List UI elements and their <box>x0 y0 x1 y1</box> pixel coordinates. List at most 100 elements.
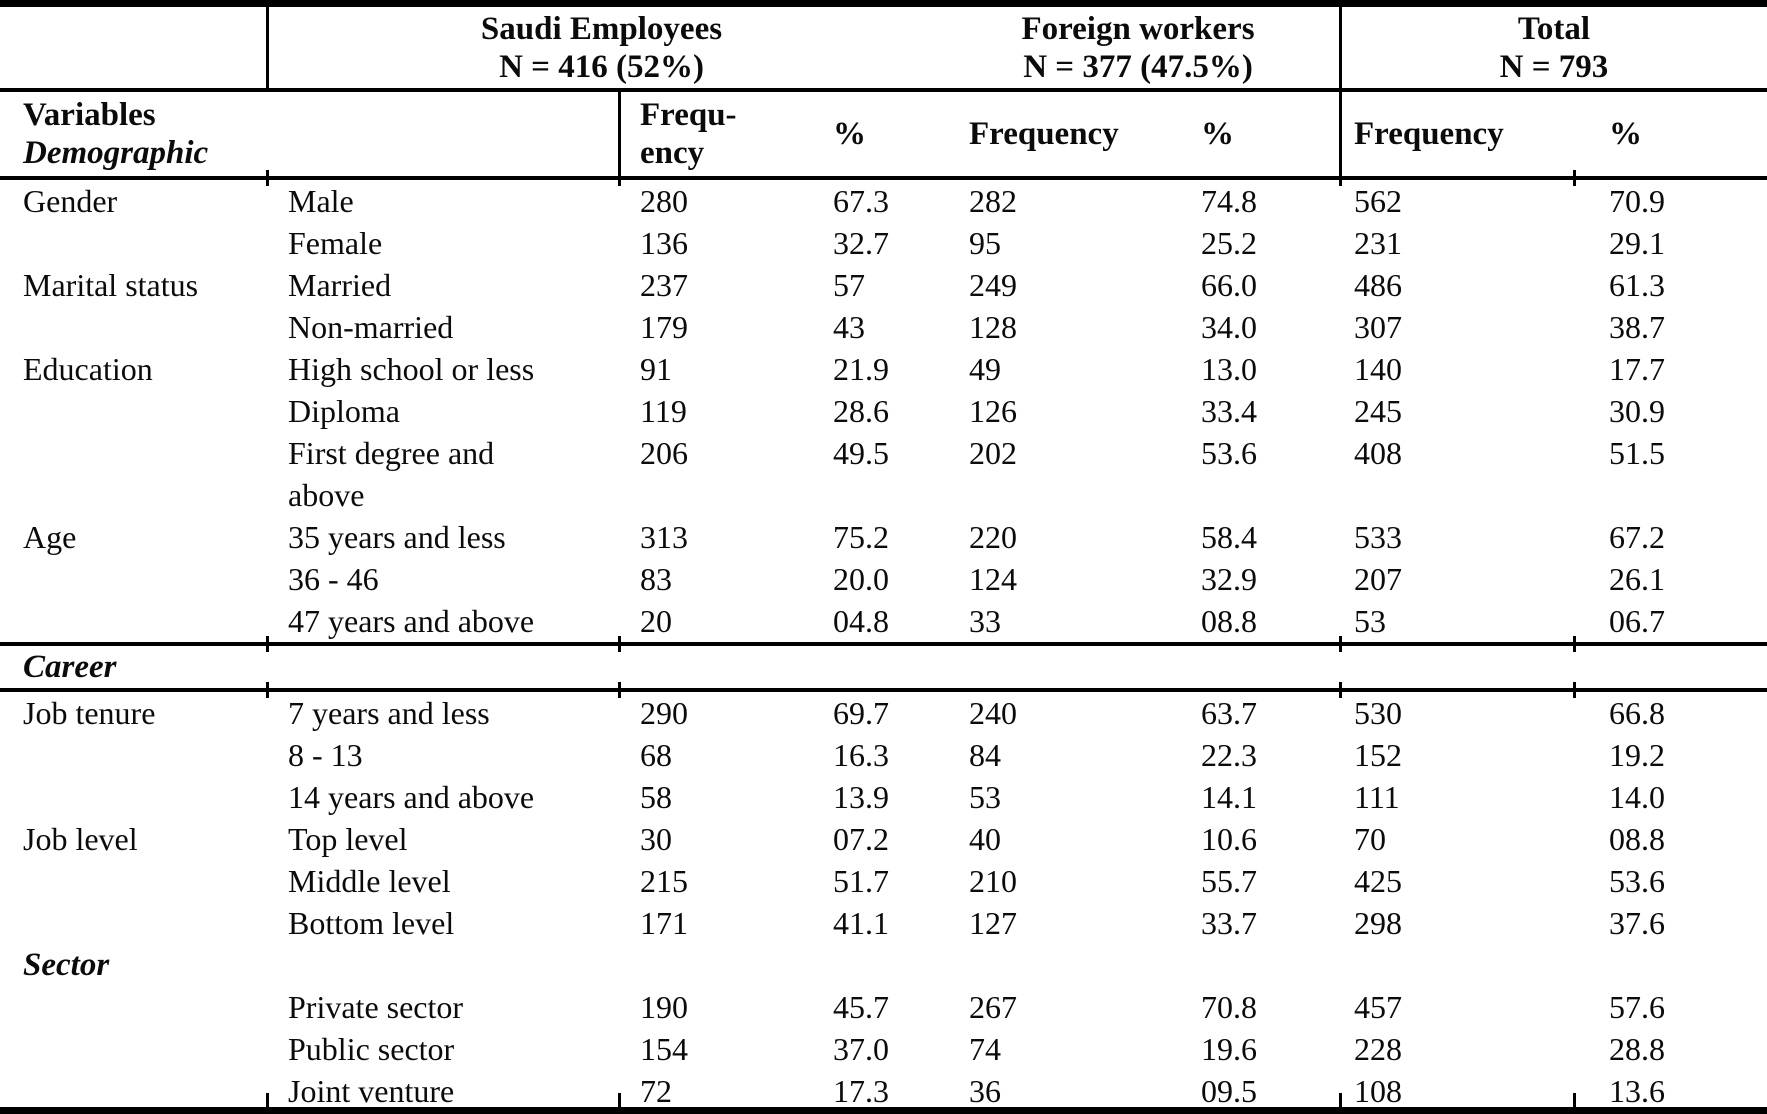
foreign-percent-cell: 10.6 <box>1201 821 1257 857</box>
category-cell: 8 - 13 <box>288 737 363 773</box>
percent-header-foreign: % <box>1201 116 1234 152</box>
variable-cell <box>0 986 268 1028</box>
total-frequency-cell: 530 <box>1354 695 1402 731</box>
table-body: Gender Male 280 67.3 282 74.8 562 70.9 Female 136… <box>0 180 1767 1112</box>
saudi-percent-cell: 49.5 <box>833 435 889 471</box>
foreign-percent-cell: 70.8 <box>1201 989 1257 1025</box>
foreign-percent-cell: 08.8 <box>1201 603 1257 639</box>
variable-cell <box>0 600 268 642</box>
total-frequency-cell: 111 <box>1354 779 1400 815</box>
foreign-percent-cell: 33.7 <box>1201 905 1257 941</box>
total-percent-cell: 51.5 <box>1609 435 1665 471</box>
saudi-frequency-cell: 290 <box>640 695 688 731</box>
column-divider-tick <box>266 170 269 186</box>
category-cell: High school or less <box>288 351 535 387</box>
foreign-percent-cell: 25.2 <box>1201 225 1257 261</box>
foreign-percent-cell: 19.6 <box>1201 1031 1257 1067</box>
variable-cell: Gender <box>23 183 118 219</box>
saudi-percent-cell: 07.2 <box>833 821 889 857</box>
table-row: 36 - 46 83 20.0 124 32.9 207 26.1 <box>0 558 1767 600</box>
saudi-frequency-cell: 83 <box>640 561 672 597</box>
foreign-percent-cell: 53.6 <box>1201 435 1257 471</box>
category-cell: Married <box>288 267 392 303</box>
saudi-percent-cell: 28.6 <box>833 393 889 429</box>
variable-cell <box>0 306 268 348</box>
section-rule <box>0 636 1767 652</box>
variable-cell: Marital status <box>23 267 199 303</box>
foreign-percent-cell: 34.0 <box>1201 309 1257 345</box>
category-cell: First degree and above <box>288 435 495 513</box>
foreign-frequency-cell: 249 <box>969 267 1017 303</box>
category-cell: Public sector <box>288 1031 455 1067</box>
total-percent-cell: 57.6 <box>1609 989 1665 1025</box>
foreign-percent-cell: 33.4 <box>1201 393 1257 429</box>
total-percent-cell: 19.2 <box>1609 737 1665 773</box>
table-bottom-border <box>0 1107 1767 1114</box>
total-frequency-cell: 533 <box>1354 519 1402 555</box>
variables-label: Variables <box>23 97 156 133</box>
foreign-frequency-cell: 126 <box>969 393 1017 429</box>
column-divider-tick <box>1339 1093 1342 1109</box>
category-cell: Private sector <box>288 989 464 1025</box>
saudi-frequency-cell: 215 <box>640 863 688 899</box>
saudi-frequency-cell: 171 <box>640 905 688 941</box>
total-frequency-cell: 207 <box>1354 561 1402 597</box>
foreign-frequency-cell: 202 <box>969 435 1017 471</box>
saudi-frequency-cell: 30 <box>640 821 672 857</box>
total-percent-cell: 61.3 <box>1609 267 1665 303</box>
column-divider-tick <box>1573 1093 1576 1109</box>
variable-cell <box>0 390 268 432</box>
saudi-frequency-cell: 154 <box>640 1031 688 1067</box>
group-subtitle: N = 416 (52%) <box>499 48 704 85</box>
saudi-frequency-cell: 20 <box>640 603 672 639</box>
column-divider-tick <box>618 170 621 186</box>
saudi-percent-cell: 37.0 <box>833 1031 889 1067</box>
column-header-band: Variables Demographic Frequ- ency % Freq… <box>0 92 1767 176</box>
total-frequency-cell: 307 <box>1354 309 1402 345</box>
column-divider <box>1339 88 1342 180</box>
foreign-percent-cell: 22.3 <box>1201 737 1257 773</box>
category-cell: Joint venture <box>288 1073 455 1109</box>
total-frequency-cell: 245 <box>1354 393 1402 429</box>
foreign-percent-cell: 74.8 <box>1201 183 1257 219</box>
column-divider-tick <box>266 682 269 698</box>
saudi-frequency-cell: 58 <box>640 779 672 815</box>
saudi-percent-cell: 20.0 <box>833 561 889 597</box>
foreign-frequency-cell: 127 <box>969 905 1017 941</box>
saudi-frequency-cell: 91 <box>640 351 672 387</box>
foreign-frequency-cell: 49 <box>969 351 1001 387</box>
foreign-frequency-cell: 210 <box>969 863 1017 899</box>
saudi-frequency-cell: 179 <box>640 309 688 345</box>
foreign-frequency-cell: 84 <box>969 737 1001 773</box>
foreign-percent-cell: 58.4 <box>1201 519 1257 555</box>
total-percent-cell: 38.7 <box>1609 309 1665 345</box>
saudi-frequency-cell: 72 <box>640 1073 672 1109</box>
foreign-percent-cell: 14.1 <box>1201 779 1257 815</box>
total-percent-cell: 37.6 <box>1609 905 1665 941</box>
total-percent-cell: 53.6 <box>1609 863 1665 899</box>
column-divider <box>618 88 621 180</box>
foreign-frequency-cell: 267 <box>969 989 1017 1025</box>
table-row: Public sector 154 37.0 74 19.6 228 28.8 <box>0 1028 1767 1070</box>
variable-cell <box>0 902 268 944</box>
table-row: Age 35 years and less 313 75.2 220 58.4 533 67.… <box>0 516 1767 558</box>
total-frequency-cell: 53 <box>1354 603 1386 639</box>
table-row: Bottom level 171 41.1 127 33.7 298 37.6 <box>0 902 1767 944</box>
table-row: First degree and above 206 49.5 202 53.6 408 5… <box>0 432 1767 516</box>
section-row: Career <box>23 649 117 685</box>
group-header-total: Total N = 793 <box>1341 7 1767 88</box>
total-percent-cell: 66.8 <box>1609 695 1665 731</box>
column-divider-tick <box>1573 636 1576 652</box>
saudi-frequency-cell: 280 <box>640 183 688 219</box>
table-top-border <box>0 0 1767 7</box>
total-frequency-cell: 70 <box>1354 821 1386 857</box>
column-divider-tick <box>618 636 621 652</box>
saudi-percent-cell: 51.7 <box>833 863 889 899</box>
foreign-percent-cell: 55.7 <box>1201 863 1257 899</box>
total-frequency-cell: 152 <box>1354 737 1402 773</box>
column-divider-tick <box>1339 682 1342 698</box>
foreign-percent-cell: 13.0 <box>1201 351 1257 387</box>
table-row: Marital status Married 237 57 249 66.0 486 61.3 <box>0 264 1767 306</box>
saudi-percent-cell: 17.3 <box>833 1073 889 1109</box>
